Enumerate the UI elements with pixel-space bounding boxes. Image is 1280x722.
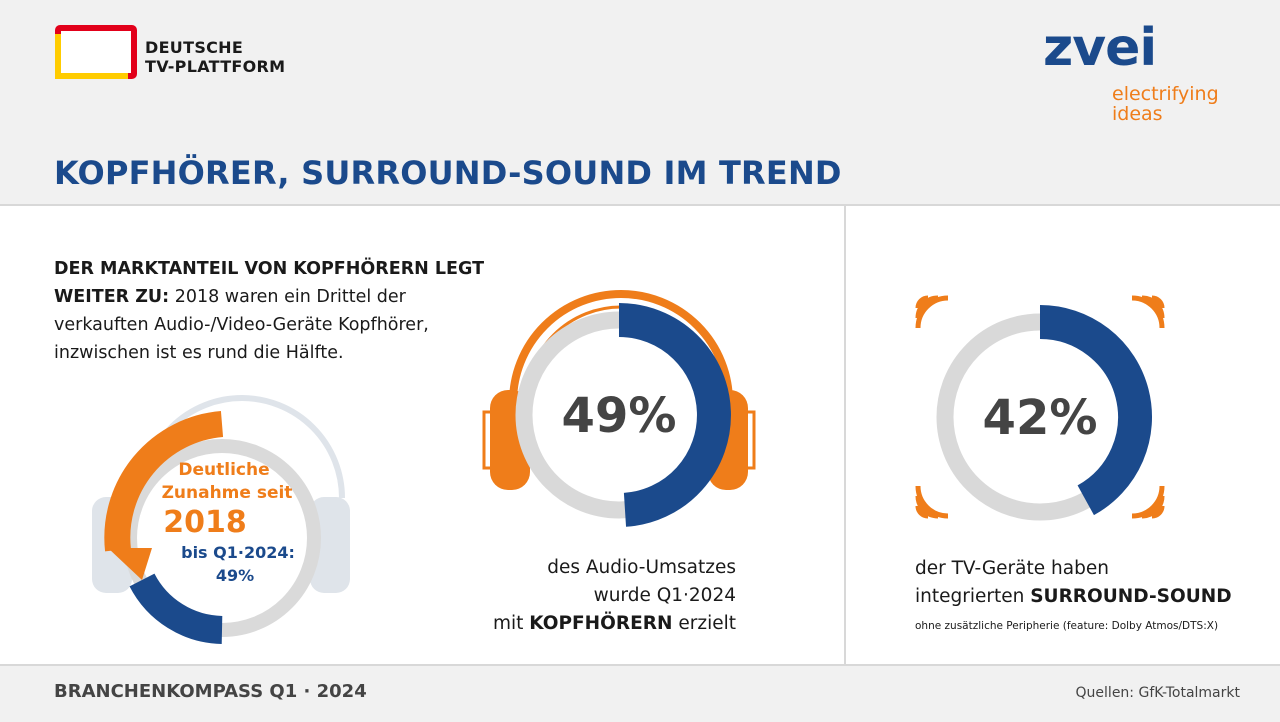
surround-value-label: 42% bbox=[983, 390, 1098, 446]
sound-waves-icon bbox=[915, 295, 1165, 519]
headphones-donut-chart: 49% bbox=[482, 290, 756, 527]
footer-band bbox=[0, 664, 1280, 722]
growth-graphic: Deutliche Zunahme seit 2018 bis Q1·2024:… bbox=[92, 395, 350, 644]
headband-icon bbox=[509, 290, 733, 403]
intro-paragraph: DER MARKTANTEIL VON KOPFHÖRERN LEGT WEIT… bbox=[54, 255, 494, 367]
growth-year: 2018 bbox=[163, 505, 247, 540]
earcup-right-light-icon bbox=[310, 497, 350, 593]
growth-line4: 49% bbox=[216, 566, 254, 585]
growth-line1: Deutliche bbox=[178, 460, 269, 480]
intro-text: 2018 waren ein Drittel der verkauften Au… bbox=[54, 287, 429, 363]
headphones-caption-line3: mit KOPFHÖRERN erzielt bbox=[460, 610, 736, 638]
zvei-tagline: electrifying ideas bbox=[1112, 84, 1219, 124]
surround-caption-line2: integrierten SURROUND-SOUND bbox=[915, 583, 1255, 611]
headphones-slice-value bbox=[618, 303, 731, 527]
growth-arc-blue bbox=[129, 573, 223, 644]
page-title: KOPFHÖRER, SURROUND-SOUND IM TREND bbox=[54, 154, 842, 192]
surround-caption: der TV-Geräte haben integrierten SURROUN… bbox=[915, 555, 1255, 611]
zvei-tag-line1: electrifying bbox=[1112, 83, 1219, 105]
surround-donut-chart: 42% bbox=[915, 295, 1165, 521]
growth-line2: Zunahme seit bbox=[162, 483, 293, 503]
zvei-logo: zvei bbox=[1043, 18, 1157, 78]
growth-line3: bis Q1·2024: bbox=[181, 543, 295, 562]
zvei-tag-line2: ideas bbox=[1112, 103, 1163, 125]
headphones-caption-line1: des Audio-Umsatzes bbox=[547, 557, 736, 578]
surround-caption-line1: der TV-Geräte haben bbox=[915, 558, 1109, 579]
intro-bold: DER MARKTANTEIL VON KOPFHÖRERN LEGT WEIT… bbox=[54, 259, 485, 307]
growth-arrow-icon bbox=[108, 548, 152, 580]
surround-note: ohne zusätzliche Peripherie (feature: Do… bbox=[915, 620, 1219, 632]
logo-line1: DEUTSCHE bbox=[145, 38, 244, 57]
surround-caption-pre: integrierten bbox=[915, 586, 1031, 607]
logo-text: DEUTSCHE TV-PLATTFORM bbox=[145, 38, 285, 76]
footer-source: Quellen: GfK-Totalmarkt bbox=[1075, 685, 1240, 701]
footer-edition: BRANCHENKOMPASS Q1 · 2024 bbox=[54, 681, 367, 702]
headphones-caption: des Audio-Umsatzes wurde Q1·2024 mit KOP… bbox=[460, 554, 736, 638]
headphones-caption-bold: KOPFHÖRERN bbox=[529, 613, 673, 634]
earcup-right-outline-icon bbox=[748, 410, 756, 470]
growth-arc-orange bbox=[104, 411, 224, 552]
surround-slice-value bbox=[1039, 305, 1152, 516]
tv-plattform-logo-icon bbox=[55, 25, 137, 79]
logo-line2: TV-PLATTFORM bbox=[145, 57, 286, 76]
headphones-caption-post: erzielt bbox=[672, 613, 736, 634]
headphones-value-label: 49% bbox=[562, 388, 677, 444]
surround-caption-bold: SURROUND-SOUND bbox=[1030, 586, 1232, 607]
header-band bbox=[0, 0, 1280, 206]
column-divider bbox=[844, 206, 846, 664]
headphones-caption-line2: wurde Q1·2024 bbox=[593, 585, 736, 606]
earcup-left-outline-icon bbox=[482, 410, 490, 470]
headphones-caption-pre: mit bbox=[492, 613, 530, 634]
